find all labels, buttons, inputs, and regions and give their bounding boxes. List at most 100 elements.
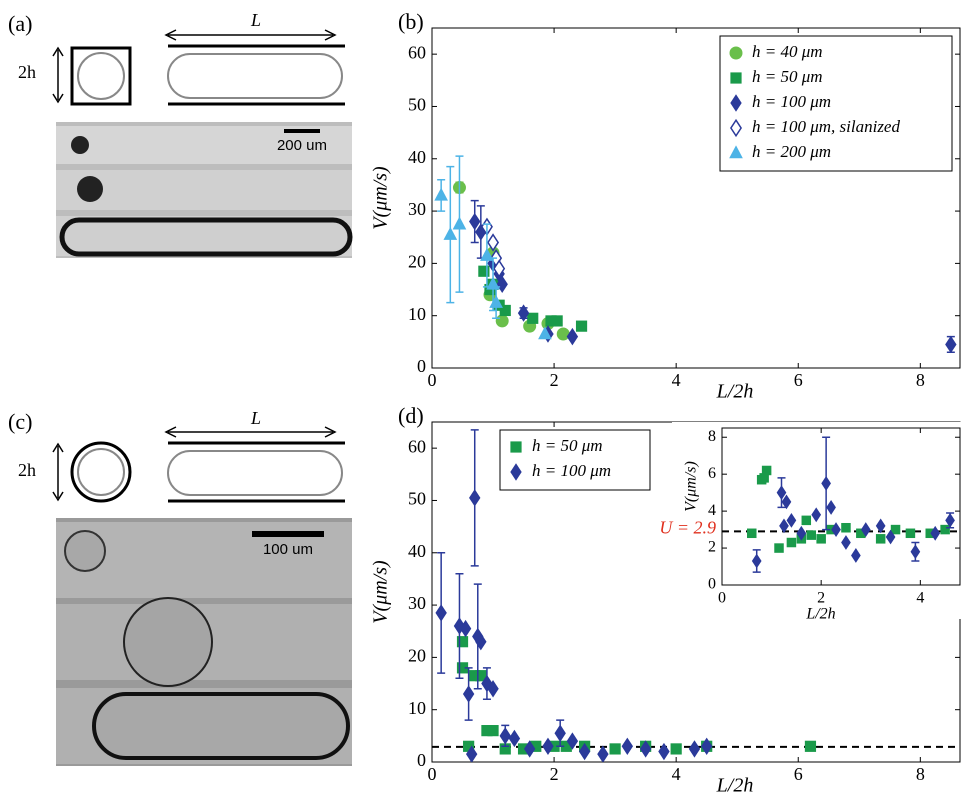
marker (609, 743, 621, 755)
y-tick-label: 0 (708, 576, 716, 593)
marker (779, 518, 789, 534)
bubble-section (77, 448, 125, 496)
legend-label: h = 50 μm (752, 67, 823, 86)
scale-bar-label: 200 um (277, 137, 327, 154)
marker (538, 326, 552, 340)
legend-marker (729, 145, 743, 159)
marker (435, 604, 447, 622)
marker (801, 515, 812, 526)
x-tick-label: 6 (794, 764, 803, 784)
x-tick-label: 0 (428, 764, 437, 784)
x-tick-label: 8 (916, 764, 925, 784)
y-tick-label: 0 (417, 750, 426, 770)
marker (542, 737, 554, 756)
y-tick-label: 6 (708, 465, 716, 482)
marker (554, 724, 566, 742)
marker (688, 740, 701, 758)
marker (456, 636, 469, 648)
marker (751, 553, 762, 569)
panel-label: (d) (398, 403, 424, 428)
marker (875, 518, 886, 534)
panel-label: (b) (398, 9, 424, 34)
x-tick-label: 0 (428, 370, 437, 390)
legend-marker (729, 46, 743, 60)
legend-label: h = 40 μm (752, 42, 823, 61)
y-tick-label: 10 (408, 304, 426, 324)
marker (459, 619, 472, 638)
diagram-c: (c) 2h L 100 um (8, 408, 352, 766)
marker (860, 522, 871, 538)
x-tick-label: 2 (550, 370, 559, 390)
x-tick-label: 4 (672, 370, 681, 390)
panel-label: (c) (8, 409, 32, 434)
channel-strip (56, 170, 352, 210)
marker (806, 530, 816, 540)
marker (462, 685, 475, 703)
legend: h = 40 μm h = 50 μm h = 100 μm h = 100 μm, … (719, 35, 953, 172)
marker (905, 528, 916, 539)
marker (527, 312, 539, 324)
marker (796, 525, 807, 541)
marker (774, 543, 784, 553)
reference-label: U = 2.9 (659, 518, 716, 538)
marker (930, 525, 941, 541)
marker (434, 187, 448, 201)
legend-marker (510, 441, 522, 453)
bubble-image (59, 217, 353, 257)
legend-marker (730, 118, 742, 138)
marker (566, 327, 579, 346)
marker (443, 226, 458, 240)
marker (551, 315, 563, 327)
marker (499, 727, 511, 745)
marker (556, 327, 570, 341)
legend-marker (510, 463, 522, 481)
marker (487, 233, 500, 252)
marker (475, 670, 487, 682)
marker (781, 494, 792, 510)
legend: h = 50 μm h = 100 μm (499, 429, 651, 491)
x-tick-label: 4 (916, 590, 924, 607)
legend-marker (730, 72, 742, 84)
y-tick-label: 20 (408, 252, 426, 272)
marker (851, 548, 861, 563)
y-axis-label: V(μm/s) (370, 560, 392, 624)
arrowheads (164, 426, 337, 438)
marker (487, 725, 499, 737)
length-label: L (250, 10, 261, 30)
marker (597, 745, 609, 762)
marker (487, 680, 499, 698)
y-tick-label: 8 (708, 428, 716, 445)
marker (776, 485, 787, 501)
marker (469, 212, 481, 231)
marker (747, 528, 757, 539)
marker (578, 742, 591, 761)
y-tick-label: 50 (408, 489, 426, 509)
marker (700, 737, 713, 756)
chart: 0 2 4 0 2 4 6 8 L/2h V(μm/s) U = 2.9 (659, 422, 962, 623)
legend-marker (730, 94, 742, 112)
marker (841, 522, 851, 533)
height-label: 2h (18, 460, 36, 480)
marker (910, 544, 921, 560)
bubble-image (123, 597, 213, 687)
x-tick-label: 0 (718, 590, 726, 607)
points (434, 155, 957, 354)
y-tick-label: 30 (408, 199, 426, 219)
marker (621, 737, 634, 756)
scale-bar-label: 100 um (263, 541, 313, 558)
marker (523, 740, 536, 758)
marker (575, 320, 588, 332)
marker (489, 294, 503, 308)
marker (670, 743, 682, 755)
marker (816, 534, 826, 544)
x-axis-label: L/2h (805, 606, 835, 623)
bubble-section (77, 52, 125, 100)
marker (496, 275, 508, 294)
x-tick-label: 4 (672, 764, 681, 784)
y-tick-label: 2 (708, 539, 716, 556)
marker (499, 304, 511, 317)
marker (786, 512, 797, 528)
legend-box (499, 429, 651, 491)
diagram-a: (a) 2h L 200 um (8, 10, 353, 258)
marker (821, 475, 831, 491)
